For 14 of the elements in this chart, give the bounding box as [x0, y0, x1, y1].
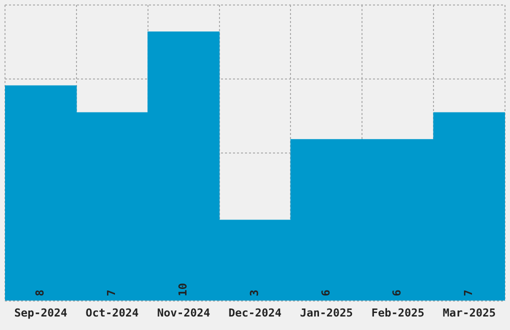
- data-label: 6: [390, 289, 404, 296]
- data-label: 10: [176, 283, 190, 296]
- data-label: 8: [34, 290, 47, 296]
- data-label: 7: [105, 290, 118, 296]
- x-tick-label: Feb-2025: [371, 306, 424, 320]
- data-label: 7: [462, 290, 476, 296]
- x-tick-label: Dec-2024: [228, 306, 282, 320]
- data-label: 3: [248, 290, 261, 296]
- data-label: 6: [319, 289, 332, 296]
- x-tick-label: Oct-2024: [86, 306, 140, 320]
- x-tick-label: Nov-2024: [157, 306, 210, 320]
- x-tick-label: Sep-2024: [14, 306, 68, 320]
- x-tick-label: Jan-2025: [300, 306, 353, 320]
- x-tick-label: Mar-2025: [442, 306, 496, 320]
